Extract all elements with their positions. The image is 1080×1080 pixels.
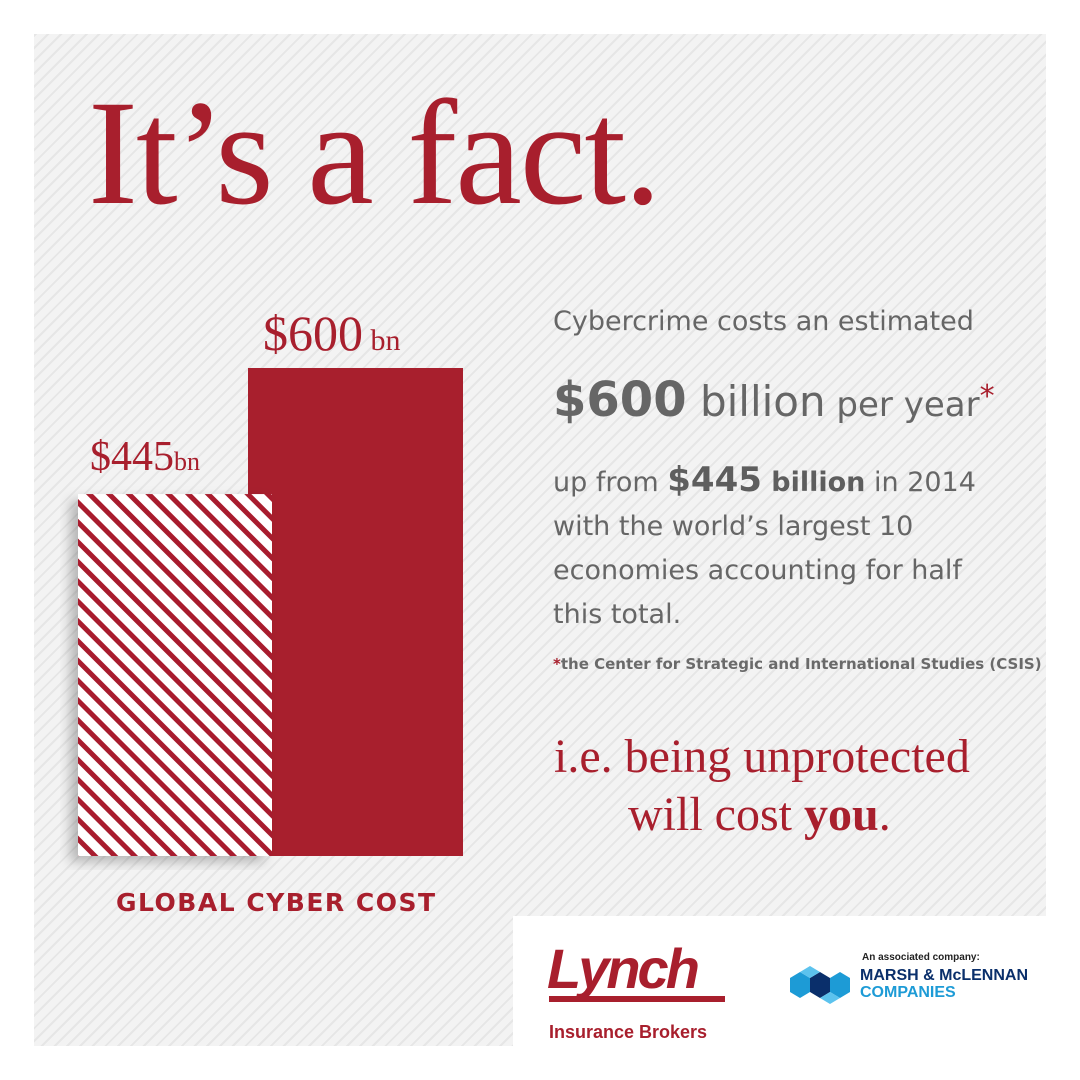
lynch-logo: Lynch [547,937,700,1000]
lynch-logo-underline [549,996,725,1002]
body-prefix: up from [553,467,668,498]
logo-area [513,916,1046,1046]
headline-stat: $600 billion per year* [553,372,995,428]
body-rest: in 2014 with the world’s largest 10 econ… [553,467,976,630]
bar-value-label: $600 bn [263,305,401,361]
stat-suffix: per year [825,385,980,425]
mmc-name-line1: MARSH & McLENNAN [860,967,1028,984]
body-amount: $445 [667,460,762,500]
tagline-line2-post: . [878,788,891,841]
body-unit: billion [761,467,866,498]
bar-value-label: $445bn [90,434,200,480]
body-paragraph: up from $445 billion in 2014 with the wo… [553,458,993,637]
tagline-line1: i.e. being unprotected [554,730,970,783]
footnote-text: the Center for Strategic and Internation… [560,655,1042,673]
bar-chart: $445bn $600 bn [78,305,463,856]
stat-unit: billion [686,377,826,426]
tagline-emphasis: you [804,788,879,841]
mmc-logo-icon [790,966,850,1004]
chart-axis-label: GLOBAL CYBER COST [116,888,437,917]
associated-company-label: An associated company: [862,952,980,963]
tagline: i.e. being unprotected will cost you. [554,728,1034,844]
intro-text: Cybercrime costs an estimated [553,306,974,337]
stat-amount: $600 [553,372,687,428]
bar-2014 [78,494,272,856]
bar-current [248,368,463,856]
stat-footnote-marker: * [979,379,995,414]
tagline-line2: will cost you. [554,786,1034,844]
background-panel [34,34,1046,1046]
lynch-tagline: Insurance Brokers [549,1022,708,1042]
footnote-marker: * [553,655,561,673]
mmc-name-line2: COMPANIES [860,984,956,1001]
headline: It’s a fact. [88,70,662,236]
tagline-line2-pre: will cost [628,788,804,841]
footnote: *the Center for Strategic and Internatio… [553,655,1042,673]
